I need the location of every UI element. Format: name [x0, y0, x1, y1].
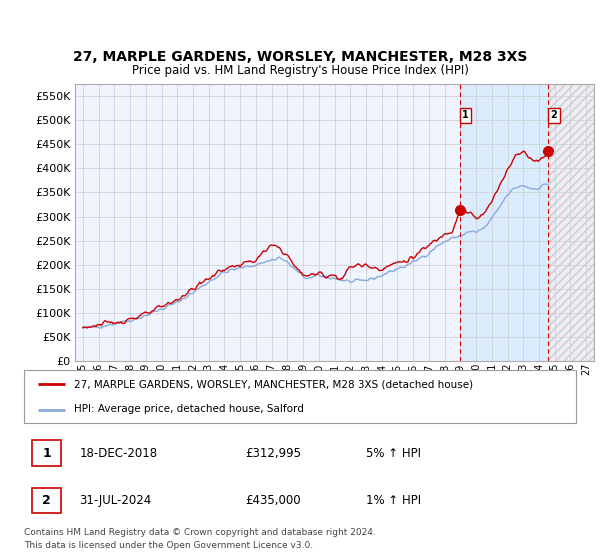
FancyBboxPatch shape [32, 440, 61, 466]
Text: £312,995: £312,995 [245, 447, 301, 460]
Text: 18-DEC-2018: 18-DEC-2018 [79, 447, 157, 460]
FancyBboxPatch shape [24, 370, 576, 423]
Text: Price paid vs. HM Land Registry's House Price Index (HPI): Price paid vs. HM Land Registry's House … [131, 64, 469, 77]
Text: 31-JUL-2024: 31-JUL-2024 [79, 494, 151, 507]
Text: 1: 1 [462, 110, 469, 120]
Text: 2: 2 [550, 110, 557, 120]
Text: 27, MARPLE GARDENS, WORSLEY, MANCHESTER, M28 3XS: 27, MARPLE GARDENS, WORSLEY, MANCHESTER,… [73, 50, 527, 64]
Text: 2: 2 [42, 494, 51, 507]
Text: 1: 1 [42, 447, 51, 460]
Bar [548, 84, 594, 361]
Text: £435,000: £435,000 [245, 494, 301, 507]
Text: 1% ↑ HPI: 1% ↑ HPI [366, 494, 421, 507]
Text: 5% ↑ HPI: 5% ↑ HPI [366, 447, 421, 460]
Text: This data is licensed under the Open Government Licence v3.0.: This data is licensed under the Open Gov… [24, 541, 313, 550]
Text: Contains HM Land Registry data © Crown copyright and database right 2024.: Contains HM Land Registry data © Crown c… [24, 528, 376, 536]
Bar [460, 84, 548, 361]
FancyBboxPatch shape [32, 488, 61, 514]
Text: 27, MARPLE GARDENS, WORSLEY, MANCHESTER, M28 3XS (detached house): 27, MARPLE GARDENS, WORSLEY, MANCHESTER,… [74, 380, 473, 390]
Text: HPI: Average price, detached house, Salford: HPI: Average price, detached house, Salf… [74, 404, 304, 414]
Bar [548, 84, 594, 361]
